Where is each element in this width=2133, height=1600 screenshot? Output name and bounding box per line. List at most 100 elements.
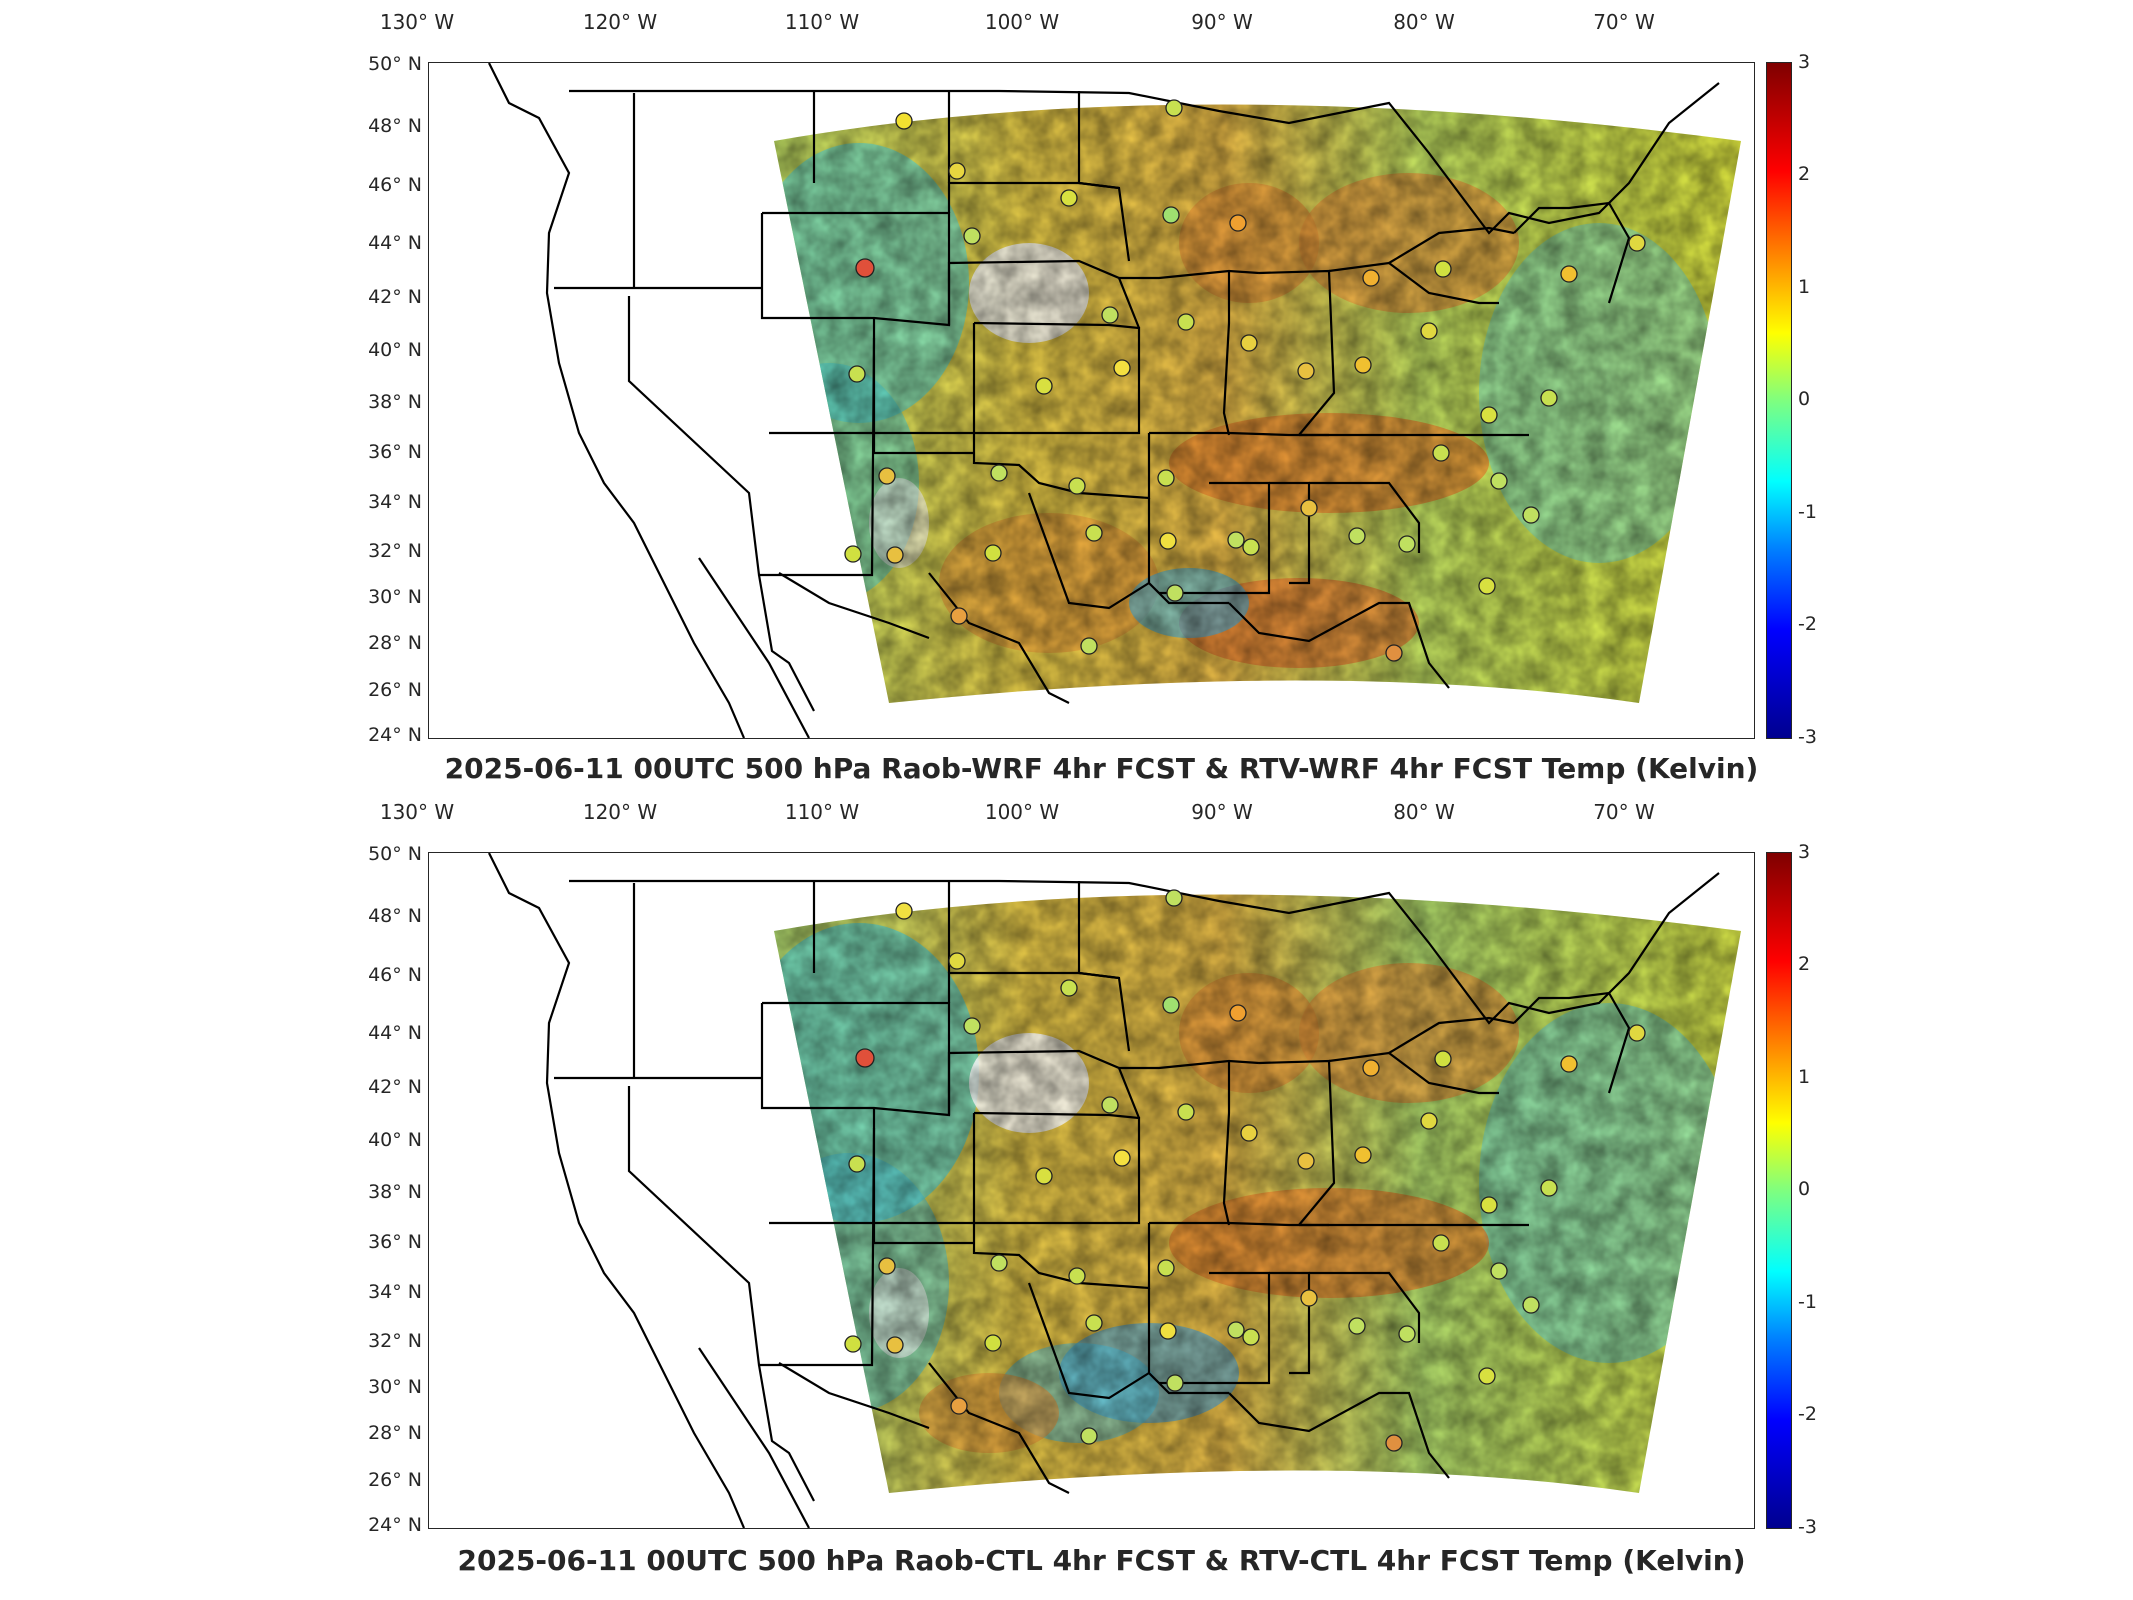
station-marker	[1478, 577, 1496, 595]
station-marker	[1085, 1314, 1103, 1332]
colorbar-tick: -1	[1798, 501, 1817, 523]
station-marker	[1432, 1234, 1450, 1252]
station-marker	[1157, 1259, 1175, 1277]
lon-label: 110° W	[784, 800, 860, 824]
lon-label: 110° W	[784, 10, 860, 34]
lat-label: 36° N	[368, 1231, 422, 1253]
station-marker	[1490, 1262, 1508, 1280]
station-marker	[844, 545, 862, 563]
station-marker	[1101, 1096, 1119, 1114]
station-marker	[1035, 1167, 1053, 1185]
lat-label: 46° N	[368, 964, 422, 986]
lat-label: 36° N	[368, 441, 422, 463]
station-marker	[950, 607, 968, 625]
station-marker	[1162, 206, 1180, 224]
lat-label: 34° N	[368, 491, 422, 513]
station-marker	[1080, 637, 1098, 655]
station-marker	[948, 952, 966, 970]
lat-label: 40° N	[368, 1129, 422, 1151]
station-marker	[1229, 1004, 1247, 1022]
stations-top	[844, 99, 1646, 662]
station-marker	[1229, 214, 1247, 232]
colorbar-bottom	[1766, 852, 1792, 1529]
station-marker	[1560, 265, 1578, 283]
station-marker	[1434, 1050, 1452, 1068]
station-marker	[1385, 644, 1403, 662]
station-marker	[895, 902, 913, 920]
colorbar-tick: 0	[1798, 1178, 1811, 1200]
map-svg-bottom	[488, 853, 1741, 1528]
station-marker	[855, 1048, 875, 1068]
station-marker	[984, 1334, 1002, 1352]
station-marker	[1227, 531, 1245, 549]
station-marker	[1035, 377, 1053, 395]
station-marker	[1348, 1317, 1366, 1335]
station-marker	[1354, 1146, 1372, 1164]
lat-label: 32° N	[368, 540, 422, 562]
colorbar-tick: -1	[1798, 1291, 1817, 1313]
panel-title-bottom: 2025-06-11 00UTC 500 hPa Raob-CTL 4hr FC…	[457, 1544, 1746, 1577]
lon-label: 90° W	[1191, 800, 1253, 824]
lat-label: 30° N	[368, 586, 422, 608]
colorbar-tick: 3	[1798, 51, 1811, 73]
station-marker	[855, 258, 875, 278]
panel-title-top: 2025-06-11 00UTC 500 hPa Raob-WRF 4hr FC…	[444, 752, 1759, 785]
station-marker	[895, 112, 913, 130]
station-marker	[1628, 234, 1646, 252]
station-marker	[1354, 356, 1372, 374]
station-marker	[1227, 1321, 1245, 1339]
lon-label: 80° W	[1393, 10, 1455, 34]
map-top	[428, 62, 1755, 739]
station-marker	[848, 365, 866, 383]
station-marker	[1297, 1152, 1315, 1170]
lon-label: 120° W	[582, 10, 658, 34]
station-marker	[1177, 1103, 1195, 1121]
lon-label: 90° W	[1191, 10, 1253, 34]
station-marker	[1159, 1322, 1177, 1340]
station-marker	[1348, 527, 1366, 545]
lat-label: 44° N	[368, 232, 422, 254]
station-marker	[1060, 979, 1078, 997]
station-marker	[1478, 1367, 1496, 1385]
lon-label: 100° W	[984, 10, 1060, 34]
colorbar-tick: 2	[1798, 163, 1811, 185]
station-marker	[963, 227, 981, 245]
lon-label: 70° W	[1593, 10, 1655, 34]
station-marker	[1362, 1059, 1380, 1077]
station-marker	[1300, 499, 1318, 517]
colorbar-tick: -3	[1798, 726, 1817, 748]
station-marker	[1157, 469, 1175, 487]
station-marker	[1490, 472, 1508, 490]
borders-top	[488, 63, 1720, 738]
station-marker	[990, 1254, 1008, 1272]
lon-label: 70° W	[1593, 800, 1655, 824]
station-marker	[1177, 313, 1195, 331]
station-marker	[1242, 538, 1260, 556]
station-marker	[844, 1335, 862, 1353]
panel-top: 130° W 120° W 110° W 100° W 90° W 80° W …	[0, 0, 2133, 790]
lat-label: 26° N	[368, 679, 422, 701]
station-marker	[1434, 260, 1452, 278]
lat-label: 48° N	[368, 115, 422, 137]
station-marker	[1540, 1179, 1558, 1197]
station-marker	[1165, 889, 1183, 907]
station-marker	[1242, 1328, 1260, 1346]
station-marker	[1300, 1289, 1318, 1307]
station-marker	[1362, 269, 1380, 287]
station-marker	[1085, 524, 1103, 542]
station-marker	[1240, 1124, 1258, 1142]
station-marker	[1297, 362, 1315, 380]
station-marker	[1628, 1024, 1646, 1042]
station-marker	[1166, 1374, 1184, 1392]
lon-label: 120° W	[582, 800, 658, 824]
colorbar-tick: 1	[1798, 276, 1811, 298]
lat-label: 50° N	[368, 843, 422, 865]
map-bottom	[428, 852, 1755, 1529]
lat-label: 34° N	[368, 1281, 422, 1303]
colorbar-tick: -2	[1798, 1403, 1817, 1425]
colorbar-tick: 2	[1798, 953, 1811, 975]
borders-bottom	[488, 853, 1720, 1528]
station-marker	[1540, 389, 1558, 407]
station-marker	[1068, 477, 1086, 495]
lat-label: 28° N	[368, 632, 422, 654]
